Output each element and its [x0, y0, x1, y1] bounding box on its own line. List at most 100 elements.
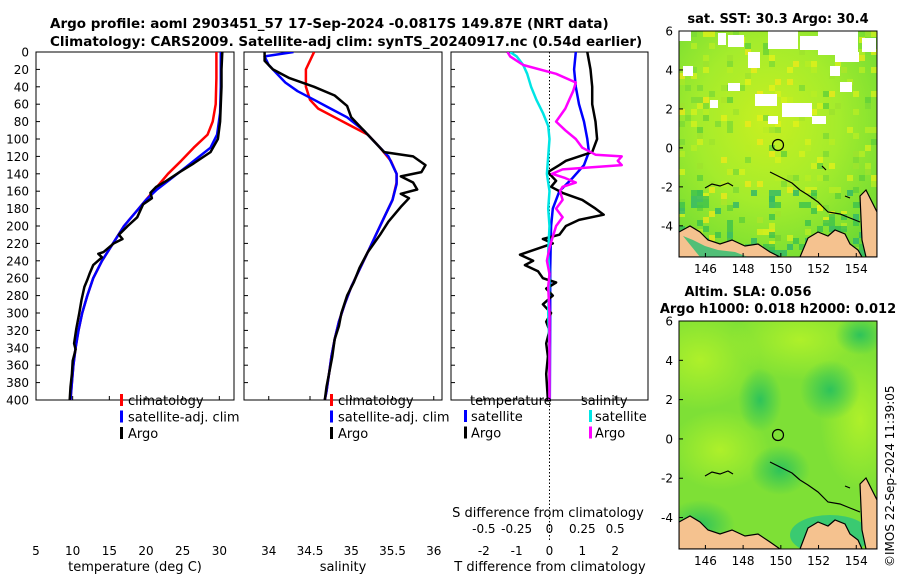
temperature-panel: 0 20 40 60 80 100 120 140 160 180 200 220 240 260 280 3… — [6, 46, 240, 576]
depth-tick-label: 320 — [6, 324, 29, 338]
copyright-timestamp: ©IMOS 22-Sep-2024 11:39:05 — [883, 385, 897, 567]
map-lon-label: 148 — [732, 554, 755, 568]
sst-islands — [704, 165, 861, 223]
difference-x2label: S difference from climatology — [452, 506, 644, 521]
sla-map-frame — [678, 320, 878, 550]
map-lat-label: -2 — [661, 180, 673, 194]
depth-tick-label: 300 — [6, 307, 29, 321]
legend-label: Argo — [128, 427, 158, 442]
T-diff-tick-label: 0 — [546, 544, 554, 558]
map-lat-label: 0 — [665, 141, 673, 155]
series-line-climatology — [69, 52, 218, 400]
salinity-tick-label: 36 — [426, 544, 441, 558]
sla-blobs — [679, 321, 877, 549]
depth-tick-label: 100 — [6, 133, 29, 147]
difference-legend: temperature salinitysatelliteArgosatellit… — [464, 394, 647, 442]
depth-tick-label: 140 — [6, 167, 29, 181]
map-lat-label: 0 — [665, 432, 673, 446]
salinity-tick-label: 35.5 — [379, 544, 406, 558]
map-lon-label: 152 — [807, 554, 830, 568]
temperature-tick-label: 5 — [32, 544, 40, 558]
map-lat-label: -4 — [661, 511, 673, 525]
sst-map-frame — [678, 30, 878, 258]
header-line1: Argo profile: aoml 2903451_57 17-Sep-202… — [50, 16, 609, 32]
sla-map-title2: Argo h1000: 0.018 h2000: 0.012 — [660, 302, 896, 317]
legend-label: satellite — [471, 410, 523, 425]
depth-tick-label: 280 — [6, 289, 29, 303]
legend-label: satellite-adj. clim — [128, 411, 240, 426]
salinity-axes-box — [243, 51, 443, 401]
map-lon-label: 150 — [769, 262, 792, 276]
depth-tick-label: 180 — [6, 202, 29, 216]
salinity-tick-label: 34.5 — [297, 544, 324, 558]
map-lon-label: 154 — [845, 554, 868, 568]
depth-tick-label: 240 — [6, 254, 29, 268]
salinity-tick-label: 34 — [261, 544, 276, 558]
sla-land — [679, 476, 877, 549]
argo-float-marker-sla — [771, 428, 785, 442]
legend-title-salinity: salinity — [581, 394, 628, 409]
legend-swatch — [120, 410, 123, 423]
temperature-tick-label: 25 — [175, 544, 190, 558]
temperature-xlabel: temperature (deg C) — [68, 560, 202, 575]
legend-label: climatology — [338, 394, 414, 409]
salinity-xlabel: salinity — [320, 560, 367, 575]
series-line-argo — [68, 52, 224, 400]
header-line2: Climatology: CARS2009. Satellite-adj cli… — [50, 34, 642, 50]
legend-title-temperature: temperature — [470, 394, 552, 409]
S-diff-tick-label: 0.25 — [569, 522, 596, 536]
legend-swatch — [464, 410, 467, 422]
legend-label: Argo — [338, 427, 368, 442]
T-diff-tick-label: -1 — [511, 544, 523, 558]
legend-swatch — [120, 427, 123, 439]
temperature-tick-label: 30 — [212, 544, 227, 558]
depth-tick-label: 40 — [14, 80, 29, 94]
series-line-s-satellite — [509, 52, 551, 400]
temperature-tick-label: 20 — [138, 544, 153, 558]
sst-land — [679, 188, 877, 257]
S-diff-tick-label: -0.25 — [501, 522, 532, 536]
difference-xlabel: T difference from climatology — [453, 560, 646, 575]
series-line-t-argo — [518, 52, 605, 400]
depth-tick-label: 360 — [6, 359, 29, 373]
depth-tick-label: 340 — [6, 341, 29, 355]
map-lat-label: -2 — [661, 472, 673, 486]
map-lat-label: 4 — [665, 354, 673, 368]
legend-label: climatology — [128, 394, 204, 409]
legend-swatch — [330, 427, 333, 439]
map-lat-label: 6 — [665, 25, 673, 39]
sla-map-title1: Altim. SLA: 0.056 — [685, 285, 812, 300]
map-lat-label: -4 — [661, 219, 673, 233]
map-lon-label: 146 — [694, 262, 717, 276]
S-diff-tick-label: 0 — [546, 522, 554, 536]
depth-tick-label: 20 — [14, 63, 29, 77]
depth-tick-label: 400 — [6, 394, 29, 408]
depth-tick-label: 220 — [6, 237, 29, 251]
map-lon-label: 150 — [769, 554, 792, 568]
depth-tick-label: 0 — [21, 46, 29, 60]
temperature-axes-box — [35, 51, 235, 401]
series-line-satellite-adj-clim — [263, 52, 398, 400]
T-diff-tick-label: 1 — [579, 544, 587, 558]
temperature-tick-label: 10 — [65, 544, 80, 558]
map-lat-label: 2 — [665, 102, 673, 116]
depth-tick-label: 200 — [6, 220, 29, 234]
legend-label: Argo — [471, 427, 501, 442]
depth-tick-label: 120 — [6, 150, 29, 164]
map-lon-label: 146 — [694, 554, 717, 568]
series-line-s-argo — [506, 52, 623, 400]
map-lon-label: 148 — [732, 262, 755, 276]
map-lon-label: 152 — [807, 262, 830, 276]
series-line-t-satellite — [548, 52, 591, 400]
series-line-climatology — [304, 52, 398, 400]
S-diff-tick-label: 0.5 — [606, 522, 625, 536]
salinity-tick-label: 35 — [344, 544, 359, 558]
legend-swatch — [330, 394, 333, 406]
T-diff-tick-label: -2 — [478, 544, 490, 558]
map-lat-label: 6 — [665, 315, 673, 329]
legend-swatch — [120, 394, 123, 406]
sla-islands — [704, 461, 861, 513]
